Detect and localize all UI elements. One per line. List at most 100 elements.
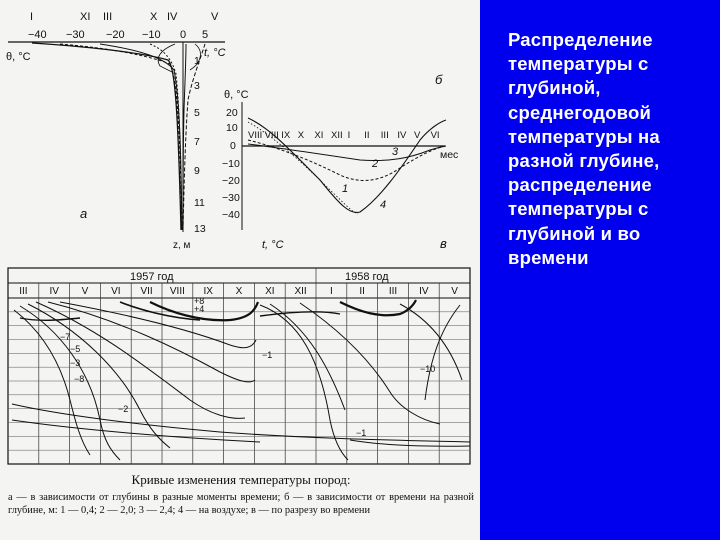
a-temp-tick: −30 [66, 29, 85, 41]
v-y-tick: 20 [226, 107, 238, 119]
v-y-tick: 10 [226, 122, 238, 134]
v-panel-label: в [440, 236, 447, 251]
isotherm-month-label: IX [203, 286, 213, 297]
contour-label: −7 [60, 332, 70, 342]
a-month-label: V [211, 11, 219, 23]
v-x-axis-label: мес [440, 149, 458, 161]
slide-title: Распределение температуры с глубиной, ср… [508, 29, 660, 268]
panel-a-depth-ticks: 1 3 5 7 9 11 13 [194, 55, 206, 235]
contour-label: −2 [118, 404, 128, 414]
contour-label: +8 [194, 296, 204, 306]
scanned-figure: I XI III X IV V −40 −30 −20 −10 0 5 θ, °… [0, 0, 480, 540]
a-month-label: IV [167, 11, 178, 23]
figure-drawing: I XI III X IV V −40 −30 −20 −10 0 5 θ, °… [6, 11, 471, 465]
v-curve-label: 4 [380, 199, 386, 211]
v-month-label: X [298, 130, 305, 141]
b-panel-label: б [435, 72, 443, 87]
isotherm-month-label: I [330, 286, 333, 297]
a-month-label: III [103, 11, 112, 23]
isotherm-month-row: III IV V VI VII VIII IX X XI XII I II III IV V [19, 286, 458, 297]
a-depth-tick: 7 [194, 136, 200, 148]
caption-title: Кривые изменения температуры пород: [131, 472, 351, 487]
v-month-label: VIII [248, 130, 262, 141]
panel-a: I XI III X IV V −40 −30 −20 −10 0 5 θ, °… [6, 11, 226, 251]
figure-caption: Кривые изменения температуры пород: а — … [8, 472, 474, 517]
v-y-ticks: 20 10 0 −10 −20 −30 −40 [222, 107, 240, 221]
contour-label: −1 [356, 428, 366, 438]
isotherm-month-label: III [389, 286, 397, 297]
title-panel: Распределение температуры с глубиной, ср… [480, 0, 720, 540]
a-curves [31, 42, 206, 231]
v-y-tick: −30 [222, 192, 240, 204]
v-month-label: V [414, 130, 421, 141]
a-temp-axis-label: θ, °С [6, 51, 31, 63]
isotherm-month-label: X [236, 286, 243, 297]
v-t-label: t, °С [262, 239, 284, 251]
v-y-tick: −20 [222, 175, 240, 187]
v-month-label: IX [281, 130, 291, 141]
isotherm-month-label: VI [111, 286, 120, 297]
v-curve-label: 1 [342, 183, 348, 195]
v-month-label: IV [397, 130, 407, 141]
isotherm-diagram: 1957 год 1958 год III IV V VI VII VIII IX X XI XI… [7, 267, 471, 465]
v-month-label: VI [431, 130, 440, 141]
a-month-label: XI [80, 11, 90, 23]
v-month-label: III [381, 130, 389, 141]
v-month-label: II [364, 130, 369, 141]
a-month-label: X [150, 11, 158, 23]
isotherm-month-label: IV [419, 286, 429, 297]
isotherm-contours [11, 299, 471, 461]
v-curve-label: 3 [392, 146, 399, 158]
a-temp-tick: −40 [28, 29, 47, 41]
panel-a-month-labels: I XI III X IV V [30, 11, 219, 23]
contour-label: −10 [420, 364, 435, 374]
contour-label: −5 [70, 344, 80, 354]
a-t-label: t, °С [204, 47, 226, 59]
v-y-tick: −40 [222, 209, 240, 221]
isotherm-month-label: IV [49, 286, 59, 297]
isotherm-month-label: II [359, 286, 365, 297]
contour-label: −3 [70, 358, 80, 368]
v-month-label: XII [331, 130, 343, 141]
v-y-axis-label: θ, °С [224, 89, 249, 101]
v-y-tick: −10 [222, 158, 240, 170]
panel-b: б θ, °С 20 10 0 −10 −20 −30 −40 VIII VIII… [222, 72, 458, 251]
v-y-tick: 0 [230, 140, 236, 152]
a-depth-tick: 9 [194, 165, 200, 177]
a-panel-label: а [80, 206, 87, 221]
a-depth-tick: 11 [194, 197, 205, 209]
a-month-label: I [30, 11, 33, 23]
a-depth-axis-label: z, м [173, 240, 191, 251]
v-month-row: VIII VIII IX X XI XII I II III IV V VI [248, 130, 440, 141]
v-curves [247, 117, 447, 215]
a-depth-tick: 5 [194, 107, 200, 119]
v-month-label: XI [314, 130, 323, 141]
contour-label: +4 [194, 304, 204, 314]
caption-body: а — в зависимости от глубины в разные мо… [8, 492, 474, 516]
isotherm-contour-labels: −1 −2 −3 −5 −7 −8 +4 +8 −10 −1 [60, 296, 435, 438]
a-temp-tick: 5 [202, 29, 208, 41]
isotherm-month-label: VII [140, 286, 152, 297]
v-curve-label: 2 [371, 158, 378, 170]
v-curve-labels: 1 2 3 4 [342, 146, 399, 211]
isotherm-month-label: VIII [170, 286, 185, 297]
isotherm-grid [8, 268, 470, 464]
a-depth-tick: 3 [194, 80, 200, 92]
isotherm-month-label: XII [294, 286, 306, 297]
panel-a-temperature-ticks: −40 −30 −20 −10 0 5 [28, 29, 208, 41]
contour-label: −1 [262, 350, 272, 360]
isotherm-frame [7, 267, 471, 465]
a-temp-tick: −10 [142, 29, 161, 41]
isotherm-month-label: V [451, 286, 458, 297]
isotherm-year-1958: 1958 год [345, 271, 389, 283]
a-temp-tick: 0 [180, 29, 186, 41]
isotherm-month-label: III [19, 286, 27, 297]
a-temp-tick: −20 [106, 29, 125, 41]
contour-label: −8 [74, 374, 84, 384]
isotherm-month-label: XI [265, 286, 274, 297]
a-depth-tick: 13 [194, 223, 206, 235]
a-depth-tick: 1 [194, 55, 200, 67]
isotherm-year-1957: 1957 год [130, 271, 174, 283]
v-month-label: VIII [265, 130, 279, 141]
v-month-label: I [348, 130, 351, 141]
